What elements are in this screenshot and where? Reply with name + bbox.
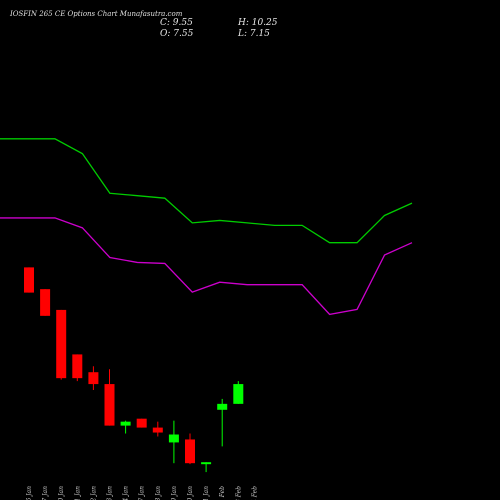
x-tick-label: 29 Jan xyxy=(171,486,178,500)
x-tick-label: 24 Jan xyxy=(123,486,130,500)
band-line-1 xyxy=(0,217,413,316)
low-value: L: 7.15 xyxy=(238,29,270,39)
x-tick-label: 16 Jan xyxy=(26,486,33,500)
x-tick-label: 04 Feb xyxy=(251,486,258,500)
candle-body xyxy=(168,434,179,443)
candle-body xyxy=(56,309,67,379)
candle-body xyxy=(136,418,147,428)
x-tick-label: 01 Feb xyxy=(219,486,226,500)
candle-body xyxy=(201,462,212,465)
x-tick-label: 17 Jan xyxy=(42,486,49,500)
candle-body xyxy=(120,421,131,426)
band-line-0 xyxy=(0,138,413,244)
candle-body xyxy=(40,289,51,316)
x-tick-label: 30 Jan xyxy=(187,486,194,500)
close-value: C: 9.55 xyxy=(160,18,193,28)
high-value: H: 10.25 xyxy=(238,18,278,28)
x-tick-label: 22 Jan xyxy=(90,486,97,500)
candle-body xyxy=(24,267,34,293)
candle-body xyxy=(104,384,115,426)
candle-body xyxy=(152,427,163,433)
candle-body xyxy=(88,372,99,385)
x-tick-label: 23 Jan xyxy=(107,486,114,500)
candle-body xyxy=(185,439,195,464)
chart-title: IOSFIN 265 CE Options Chart Munafasutra.… xyxy=(10,10,183,18)
x-tick-label: 21 Jan xyxy=(74,486,81,500)
x-tick-label: 03 Feb xyxy=(235,486,242,500)
candle-body xyxy=(233,384,244,404)
candle-body xyxy=(72,354,83,379)
x-tick-label: 27 Jan xyxy=(139,486,146,500)
open-value: O: 7.55 xyxy=(160,29,194,39)
x-tick-label: 20 Jan xyxy=(58,486,65,500)
candle-body xyxy=(217,403,228,410)
x-tick-label: 31 Jan xyxy=(203,486,210,500)
x-tick-label: 28 Jan xyxy=(155,486,162,500)
